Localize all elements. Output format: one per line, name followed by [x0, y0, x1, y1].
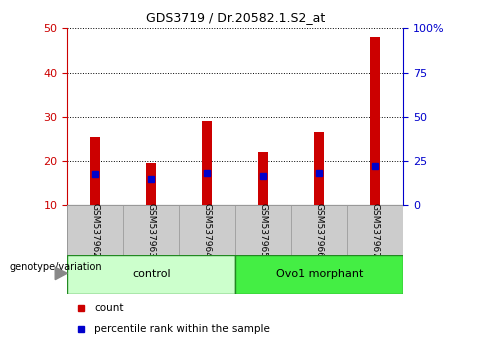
Bar — [314, 132, 324, 205]
Bar — [235, 205, 291, 255]
Text: GSM537964: GSM537964 — [203, 202, 212, 258]
Bar — [179, 205, 235, 255]
Text: GSM537962: GSM537962 — [91, 202, 100, 258]
Bar — [90, 137, 100, 205]
Bar — [291, 205, 347, 255]
Text: GSM537966: GSM537966 — [315, 202, 324, 258]
Text: count: count — [94, 303, 123, 313]
Text: Ovo1 morphant: Ovo1 morphant — [276, 269, 363, 279]
Bar — [258, 152, 268, 205]
Bar — [347, 205, 403, 255]
Bar — [67, 255, 235, 294]
Bar — [123, 205, 179, 255]
Text: GSM537963: GSM537963 — [147, 202, 156, 258]
Bar — [67, 205, 123, 255]
Text: GSM537967: GSM537967 — [371, 202, 380, 258]
Text: GSM537965: GSM537965 — [259, 202, 268, 258]
Bar — [146, 163, 156, 205]
Bar — [370, 37, 380, 205]
Bar — [235, 255, 403, 294]
Text: control: control — [132, 269, 170, 279]
Text: genotype/variation: genotype/variation — [10, 262, 102, 272]
Text: percentile rank within the sample: percentile rank within the sample — [94, 324, 270, 334]
Bar — [202, 121, 212, 205]
Title: GDS3719 / Dr.20582.1.S2_at: GDS3719 / Dr.20582.1.S2_at — [145, 11, 325, 24]
